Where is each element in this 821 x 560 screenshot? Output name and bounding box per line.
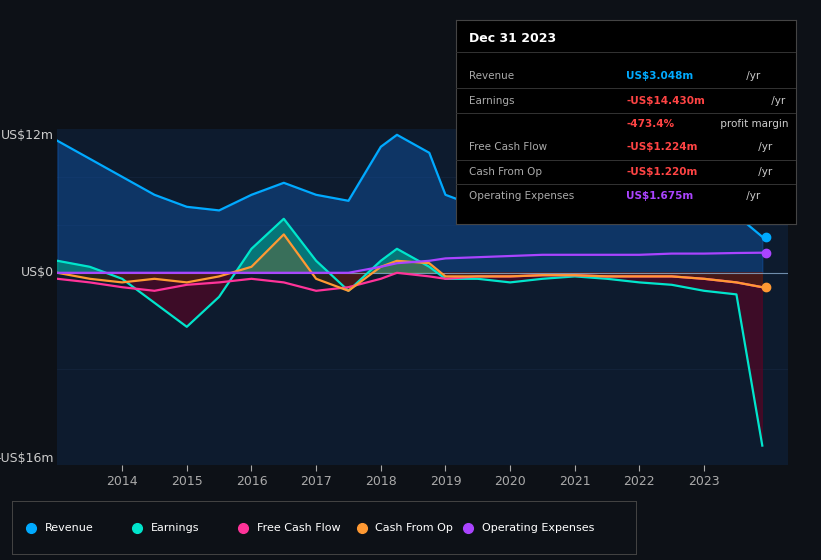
Text: Free Cash Flow: Free Cash Flow: [470, 142, 548, 152]
Text: Operating Expenses: Operating Expenses: [482, 523, 594, 533]
Text: /yr: /yr: [755, 142, 773, 152]
Text: Revenue: Revenue: [470, 71, 515, 81]
Text: /yr: /yr: [755, 167, 773, 177]
Text: US$1.675m: US$1.675m: [626, 192, 693, 202]
Text: US$3.048m: US$3.048m: [626, 71, 693, 81]
Text: Cash From Op: Cash From Op: [375, 523, 453, 533]
Text: US$0: US$0: [21, 267, 54, 279]
Text: Revenue: Revenue: [45, 523, 94, 533]
Text: -US$1.224m: -US$1.224m: [626, 142, 698, 152]
Text: Dec 31 2023: Dec 31 2023: [470, 32, 557, 45]
Text: Operating Expenses: Operating Expenses: [470, 192, 575, 202]
Text: profit margin: profit margin: [717, 119, 788, 129]
Text: US$12m: US$12m: [1, 129, 54, 142]
Text: -US$14.430m: -US$14.430m: [626, 96, 705, 106]
Text: -473.4%: -473.4%: [626, 119, 674, 129]
Text: Earnings: Earnings: [470, 96, 515, 106]
Text: -US$1.220m: -US$1.220m: [626, 167, 697, 177]
Text: /yr: /yr: [768, 96, 786, 106]
Text: /yr: /yr: [742, 71, 759, 81]
Text: Earnings: Earnings: [151, 523, 200, 533]
Text: Free Cash Flow: Free Cash Flow: [257, 523, 341, 533]
Text: Cash From Op: Cash From Op: [470, 167, 543, 177]
Text: -US$16m: -US$16m: [0, 452, 54, 465]
Text: /yr: /yr: [742, 192, 759, 202]
